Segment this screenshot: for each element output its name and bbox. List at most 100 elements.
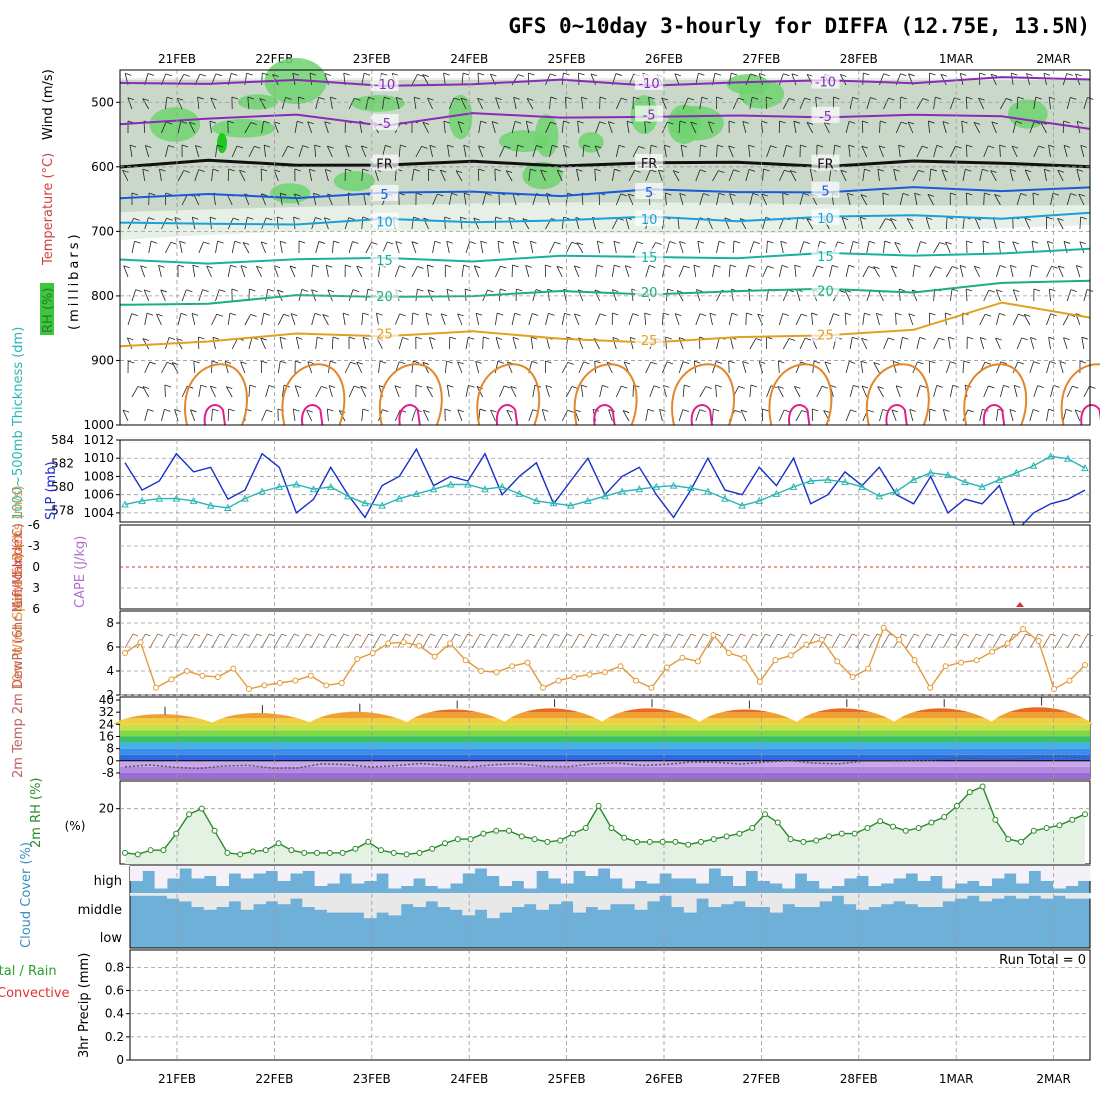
wind-barb (921, 145, 929, 149)
wind-barb (1015, 120, 1023, 124)
rh-line-point (262, 847, 269, 854)
wind-barb (411, 74, 418, 86)
wind-barb (881, 633, 890, 649)
wind-barb (699, 97, 703, 110)
wind-barb (699, 409, 706, 413)
wind-barb (1012, 289, 1018, 302)
wind-barb (504, 145, 511, 149)
wind-barb (728, 169, 734, 182)
wind-barb (362, 337, 367, 350)
wind-barb (394, 313, 401, 326)
wind-barb (289, 265, 296, 278)
wind-barb (399, 313, 406, 317)
wind-barb (738, 97, 745, 101)
wind-barb (1063, 337, 1068, 350)
surface-contour (301, 404, 324, 426)
wind-barb (698, 72, 705, 76)
wind-barb (917, 361, 924, 365)
wind-barb (439, 169, 446, 182)
wind-barb (862, 313, 865, 326)
wind-barb (156, 313, 163, 317)
wind-barb (734, 410, 741, 413)
wind-barb (398, 192, 400, 206)
wind-barb (632, 146, 639, 158)
wind-barb (327, 145, 334, 149)
wind-barb (531, 360, 538, 364)
tick-label: 8 (106, 742, 114, 756)
wind-speed-line-point (1020, 626, 1027, 632)
cloud-middle-bar (240, 893, 254, 910)
wind-speed-line-point (865, 665, 872, 672)
wind-barb (1081, 337, 1085, 350)
wind-barb (783, 409, 791, 413)
wind-barb (783, 73, 790, 77)
rh-line-point (301, 849, 308, 856)
contour-label-bg (370, 184, 399, 201)
wind-barb (277, 314, 284, 326)
wind-barb (499, 385, 505, 398)
wind-barb (761, 193, 768, 197)
wind-barb (165, 242, 172, 254)
wind-barb (906, 218, 914, 230)
wind-barb (361, 313, 364, 326)
wind-barb (664, 144, 671, 148)
contour-label: 25 (817, 329, 834, 344)
wind-barb (930, 168, 937, 172)
cloud-high-bar (585, 866, 599, 876)
cloud-high-bar (166, 866, 180, 879)
wind-barb (733, 240, 741, 244)
wind-barb (394, 169, 397, 182)
wind-barb (453, 97, 461, 101)
wind-barb (228, 168, 235, 172)
wind-barb (613, 241, 617, 254)
surface-contour (184, 363, 248, 426)
wind-barb (327, 289, 335, 293)
wind-barb (331, 633, 337, 637)
wind-barb (440, 313, 448, 317)
wind-barb (131, 386, 139, 398)
rh-line-point (531, 836, 538, 843)
wind-barb (778, 360, 785, 364)
wind-barb (682, 385, 685, 398)
wind-barb (929, 169, 932, 182)
wind-barb (556, 169, 563, 182)
wind-barb (179, 240, 186, 244)
thickness-line-point (344, 492, 352, 500)
surface-contour (963, 363, 1028, 426)
wind-barb (984, 313, 992, 317)
wind-barb (852, 336, 859, 340)
wind-barb (659, 409, 663, 422)
cloud-middle-bar (905, 893, 919, 905)
contour-label-bg (811, 246, 840, 263)
wind-barb (145, 145, 152, 148)
wind-barb (794, 633, 803, 649)
wind-barb (564, 312, 571, 316)
wind-barb (1020, 193, 1027, 196)
contour-label: 10 (376, 216, 393, 231)
wind-barb (716, 337, 720, 350)
top-date-label: 27FEB (742, 52, 780, 66)
precip-total-label: Total / Rain (0, 964, 57, 979)
wind-barb (379, 360, 387, 364)
wind-barb (542, 409, 549, 412)
wind-barb (315, 337, 318, 350)
wind-barb (122, 170, 129, 182)
upper-air-side-labels: RH (%) Temperature (°C) Wind (m/s) (mill… (40, 69, 82, 335)
wind-barb (622, 410, 630, 413)
wind-barb (782, 192, 789, 196)
wind-barb (461, 73, 464, 86)
wind-barb (793, 386, 801, 398)
wind-barb (762, 265, 768, 278)
wind-barb (490, 409, 496, 422)
thickness-line-point (669, 481, 678, 489)
cloud-high-bar (794, 866, 808, 874)
wind-barb (526, 120, 533, 124)
wind-barb (973, 122, 981, 125)
wind-barb (295, 385, 302, 389)
cloud-middle-bar (671, 893, 685, 907)
wind-barb (1032, 192, 1040, 196)
wind-barb (263, 145, 266, 158)
wind-barb (583, 361, 590, 365)
wind-barb (279, 336, 287, 340)
